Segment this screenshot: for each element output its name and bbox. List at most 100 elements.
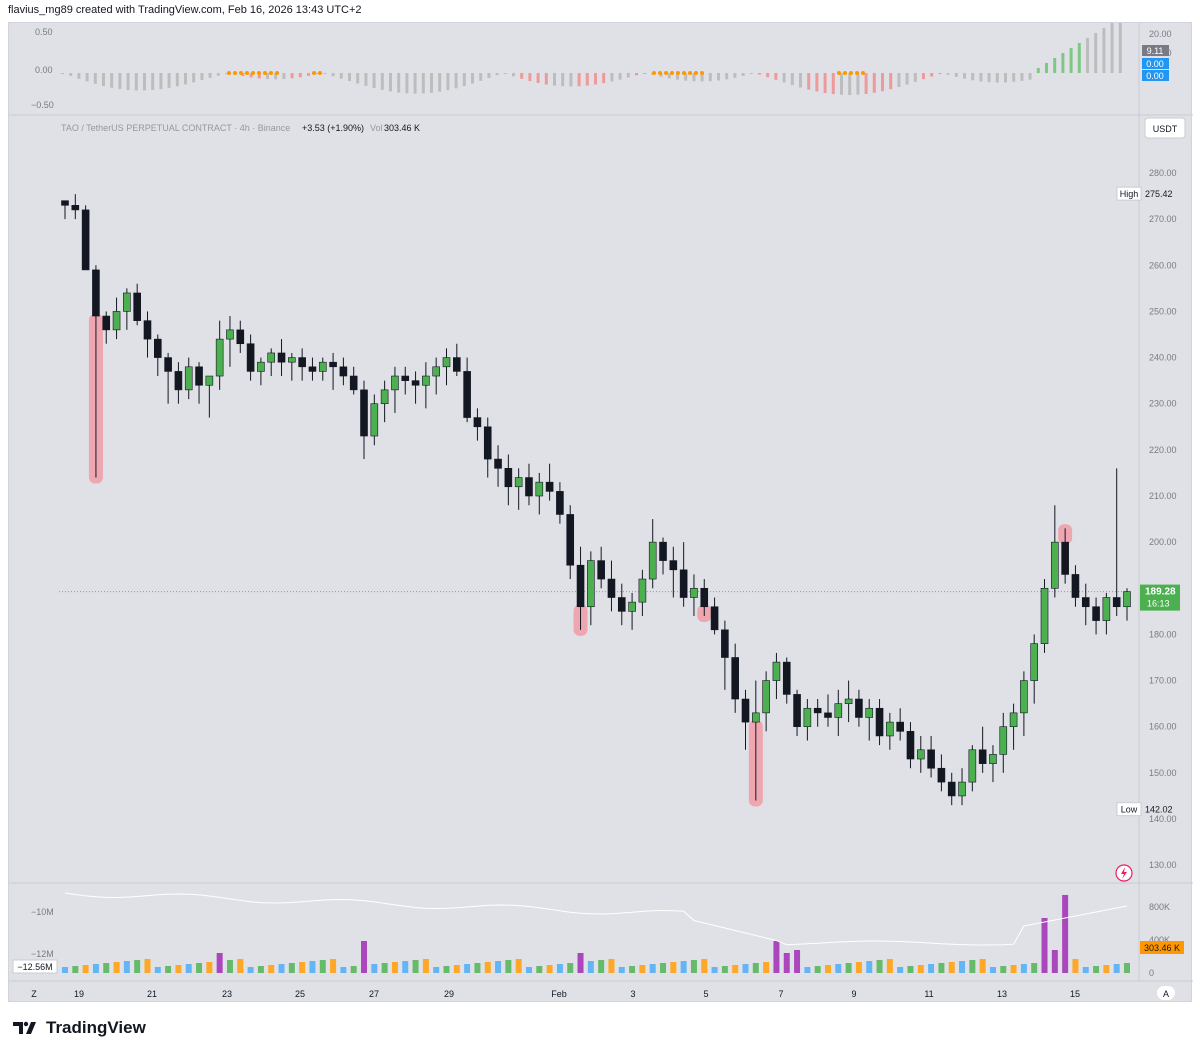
time-label: 19 [74,989,84,999]
osc-dot [263,71,267,75]
candle-down [236,329,245,345]
volume-bar [1093,966,1100,973]
osc-bar [1028,73,1032,80]
candle-down [545,481,554,492]
tradingview-logo-icon [13,1021,36,1034]
candle-down [607,578,616,598]
osc-bar [282,73,286,80]
candle-down [1112,597,1121,608]
candle-down [896,721,904,732]
osc-bar [544,73,548,85]
candle-up [215,338,224,377]
osc-bar [840,73,843,95]
footer-brand[interactable]: TradingView [12,1018,146,1038]
candle-up [1051,541,1059,589]
osc-bar [1036,68,1040,73]
osc-bar [536,73,540,83]
time-axis[interactable]: 19 21 23 25 27 29 Feb 3 5 7 9 11 13 15 [74,989,1080,999]
osc-bar [585,73,589,86]
volume-bar [474,963,481,973]
candle-down [463,371,471,418]
lightning-icon[interactable] [1115,864,1133,882]
candle-up [916,749,925,760]
volume-bar [288,963,295,973]
osc-bar [602,73,606,84]
candle-down [349,375,358,391]
volume-bar [62,967,68,973]
volume-bar [309,961,316,973]
osc-bar [372,73,376,88]
osc-bar [971,73,975,81]
osc-bar [577,73,581,87]
osc-bar [790,73,794,86]
volume-bar [443,966,450,973]
osc-bar [1020,73,1024,81]
osc-bar [1004,73,1007,83]
high-badge: High 275.42 [1116,186,1173,201]
osc-bar [610,73,614,82]
candle-down [782,661,791,695]
volume-bars [62,895,1130,973]
volume-bar [361,941,368,973]
currency-button[interactable]: USDT [1144,117,1186,139]
osc-badge-2-text: 0.00 [1146,59,1164,69]
osc-dot [251,71,255,75]
osc-dot [676,71,680,75]
candle-down [947,781,956,797]
candle-up [958,781,966,797]
osc-badge-2: 0.00 [1142,58,1169,69]
osc-bar [1110,23,1114,73]
chart-canvas[interactable]: 0.50 0.00 −0.50 20.00 10.00 9.11 0.00 0.… [9,18,1193,1003]
price-tick-label: 240.00 [1149,353,1177,363]
high-value: 275.42 [1145,189,1173,199]
volume-bar [134,960,141,973]
volume-bar [1072,959,1079,973]
candle-down [360,389,368,437]
candle-down [246,343,255,372]
volume-bar [391,962,398,973]
volume-bar [1051,950,1058,973]
candle-up [999,726,1008,755]
osc-dot [837,71,841,75]
high-label: High [1120,189,1139,199]
osc-bar [421,73,425,94]
osc-dot [652,71,656,75]
osc-bar [1069,48,1073,73]
candle-down [195,366,203,386]
chart-frame[interactable]: 0.50 0.00 −0.50 20.00 10.00 9.11 0.00 0.… [8,18,1193,1003]
osc-dot [855,71,859,75]
volume-bar [546,965,553,973]
osc-bar [823,73,827,94]
volume-bar [587,961,594,973]
volume-bar [763,962,770,973]
time-label: 13 [997,989,1007,999]
candles[interactable] [61,194,1131,806]
candle-down [824,712,832,718]
candle-down [102,315,111,331]
candle-up [638,578,647,603]
candle-up [690,587,698,598]
price-tick-label: 160.00 [1149,722,1177,732]
candle-down [710,606,719,631]
zoom-button-left[interactable]: Z [25,986,43,1000]
osc-bar [594,73,597,85]
price-axis[interactable]: 280.00 270.00 260.00 250.00 240.00 230.00 220.… [1149,168,1177,870]
price-tick-label: 260.00 [1149,260,1177,270]
osc-tick-000: 0.00 [35,65,53,75]
osc-bar [85,73,89,82]
osc-bar [356,73,360,84]
volume-bar [969,960,976,973]
osc-bar [266,73,269,80]
osc-bar [995,73,999,83]
legend-symbol[interactable]: TAO / TetherUS PERPETUAL CONTRACT · 4h ·… [61,123,290,133]
candle-down [298,357,306,368]
vol-left-badge-text: −12.56M [17,962,52,972]
volume-bar [618,967,625,973]
volume-bar [1113,964,1120,973]
candle-down [525,477,533,497]
volume-bar [629,966,636,973]
volume-bar [989,967,996,973]
osc-bar [749,73,753,74]
zoom-button-right[interactable]: A [1157,986,1175,1000]
osc-bar [77,73,81,79]
